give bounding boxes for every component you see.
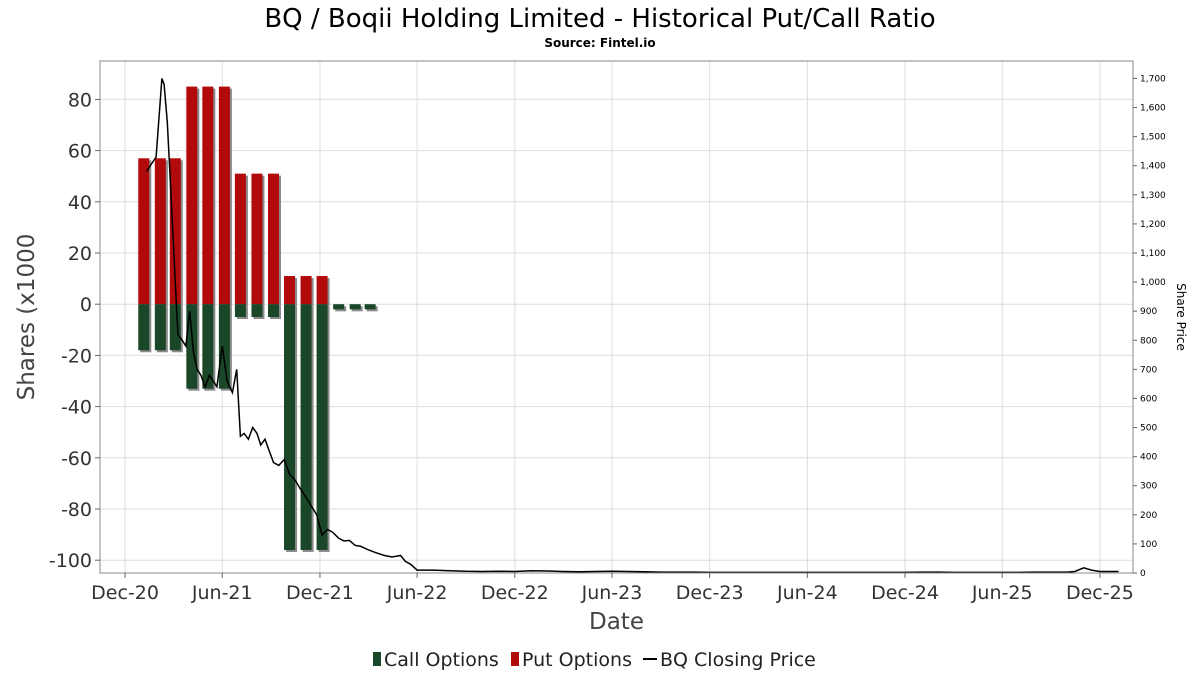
price-line (145, 78, 1119, 574)
y2-tick-label: 700 (1140, 365, 1157, 375)
x-tick-label: Jun-24 (776, 582, 838, 604)
call-bar (251, 304, 263, 317)
put-bar (251, 173, 263, 305)
x-tick-label: Dec-24 (871, 582, 939, 604)
y2-tick-label: 400 (1140, 453, 1157, 463)
bars-layer (138, 86, 378, 552)
x-tick-label: Dec-20 (91, 582, 159, 604)
put-bar (186, 86, 198, 305)
legend: Call Options Put Options BQ Closing Price (373, 649, 816, 671)
call-bar (284, 304, 296, 550)
y2-tick-label: 1,100 (1140, 249, 1166, 259)
chart-title: BQ / Boqii Holding Limited - Historical … (264, 4, 935, 34)
y-tick-label: -80 (61, 499, 92, 521)
legend-swatch-put (511, 652, 519, 666)
call-bar (202, 304, 214, 389)
put-bar (234, 173, 246, 305)
call-bar (138, 304, 150, 351)
y2-tick-label: 600 (1140, 394, 1157, 404)
x-axis-title: Date (589, 609, 644, 635)
x-tick-label: Jun-22 (386, 582, 448, 604)
put-bar (284, 276, 296, 305)
y2-tick-label: 1,500 (1140, 133, 1166, 143)
y-tick-label: -60 (61, 448, 92, 470)
x-tick-label: Dec-21 (286, 582, 354, 604)
y-tick-label: 40 (68, 192, 92, 214)
y-tick-label: 0 (80, 294, 92, 316)
call-bar (333, 304, 345, 310)
call-bar (154, 304, 166, 351)
y2-tick-label: 900 (1140, 307, 1157, 317)
put-bar (268, 173, 280, 305)
chart-subtitle: Source: Fintel.io (544, 36, 655, 50)
y2-tick-label: 500 (1140, 424, 1157, 434)
call-bar (169, 304, 181, 351)
y-tick-label: -100 (49, 550, 92, 572)
y2-axis-title: Share Price (1174, 283, 1188, 351)
y2-tick-label: 1,600 (1140, 104, 1166, 114)
y-tick-label: 80 (68, 89, 92, 111)
x-tick-label: Dec-25 (1066, 582, 1134, 604)
legend-label-put: Put Options (522, 649, 632, 671)
y2-tick-label: 1,200 (1140, 220, 1166, 230)
legend-swatch-call (373, 652, 381, 666)
price-line-layer (145, 78, 1119, 574)
put-bar (202, 86, 214, 305)
legend-label-price: BQ Closing Price (660, 649, 816, 671)
call-bar (300, 304, 312, 550)
x-tick-label: Jun-25 (971, 582, 1033, 604)
y2-tick-label: 0 (1140, 569, 1146, 579)
y-tick-label: -20 (61, 345, 92, 367)
x-tick-label: Dec-22 (481, 582, 549, 604)
call-bar (316, 304, 328, 550)
call-bar (349, 304, 361, 310)
y-tick-label: 20 (68, 243, 92, 265)
put-bar (154, 158, 166, 305)
y2-tick-label: 1,000 (1140, 278, 1166, 288)
put-bar (316, 276, 328, 305)
y2-tick-label: 100 (1140, 540, 1157, 550)
axes-layer: 806040200-20-40-60-80-100010020030040050… (49, 74, 1166, 604)
call-bar (268, 304, 280, 317)
plot-frame (99, 60, 1134, 574)
x-tick-label: Jun-23 (581, 582, 643, 604)
y-tick-label: -40 (61, 397, 92, 419)
y2-tick-label: 300 (1140, 482, 1157, 492)
put-bar (169, 158, 181, 305)
y-tick-label: 60 (68, 141, 92, 163)
x-tick-label: Dec-23 (676, 582, 744, 604)
put-bar (218, 86, 230, 305)
y2-tick-label: 200 (1140, 511, 1157, 521)
put-bar (300, 276, 312, 305)
put-bar (138, 158, 150, 305)
y2-tick-label: 1,400 (1140, 162, 1166, 172)
call-bar (186, 304, 198, 389)
x-tick-label: Jun-21 (191, 582, 253, 604)
y2-tick-label: 1,300 (1140, 191, 1166, 201)
y2-tick-label: 1,700 (1140, 74, 1166, 84)
y2-tick-label: 800 (1140, 336, 1157, 346)
call-bar (364, 304, 376, 310)
legend-label-call: Call Options (384, 649, 499, 671)
call-bar (234, 304, 246, 317)
y-axis-title: Shares (x1000 (14, 234, 40, 401)
call-bar (218, 304, 230, 389)
